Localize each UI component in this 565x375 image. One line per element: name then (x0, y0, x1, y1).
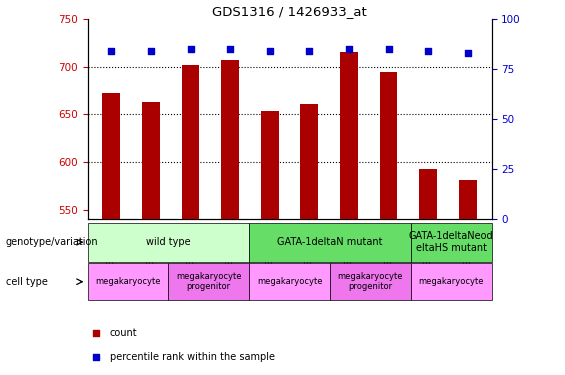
Bar (411, 223, 492, 262)
Point (305, 48, 314, 54)
Text: genotype/variation: genotype/variation (6, 237, 98, 247)
Point (424, 48, 433, 54)
Text: megakaryocyte: megakaryocyte (257, 277, 322, 286)
Point (265, 48, 274, 54)
Text: megakaryocyte: megakaryocyte (95, 277, 160, 286)
Bar (142, 102, 160, 375)
Title: GDS1316 / 1426933_at: GDS1316 / 1426933_at (212, 4, 367, 18)
Bar (411, 263, 492, 300)
Bar (330, 263, 411, 300)
Bar (301, 104, 318, 375)
Bar (340, 52, 358, 375)
Bar (380, 72, 398, 375)
Text: GATA-1deltaN mutant: GATA-1deltaN mutant (277, 237, 383, 247)
Point (225, 46, 234, 52)
Text: GATA-1deltaNeod
eltaHS mutant: GATA-1deltaNeod eltaHS mutant (409, 231, 493, 253)
Point (107, 48, 116, 54)
Bar (168, 263, 249, 300)
Bar (102, 93, 120, 375)
Point (146, 48, 155, 54)
Point (91, 330, 100, 336)
Point (186, 46, 195, 52)
Bar (181, 64, 199, 375)
Text: megakaryocyte: megakaryocyte (419, 277, 484, 286)
Point (91, 354, 100, 360)
Text: megakaryocyte
progenitor: megakaryocyte progenitor (338, 272, 403, 291)
Text: megakaryocyte
progenitor: megakaryocyte progenitor (176, 272, 241, 291)
Point (463, 50, 472, 56)
Bar (221, 60, 239, 375)
Bar (261, 111, 279, 375)
Bar (249, 223, 411, 262)
Point (384, 46, 393, 52)
Text: percentile rank within the sample: percentile rank within the sample (110, 351, 275, 361)
Bar (249, 263, 330, 300)
Point (345, 46, 354, 52)
Bar (459, 180, 477, 375)
Bar (419, 169, 437, 375)
Bar (88, 263, 168, 300)
Bar (88, 223, 249, 262)
Text: cell type: cell type (6, 277, 47, 287)
Text: wild type: wild type (146, 237, 190, 247)
Text: count: count (110, 328, 137, 339)
